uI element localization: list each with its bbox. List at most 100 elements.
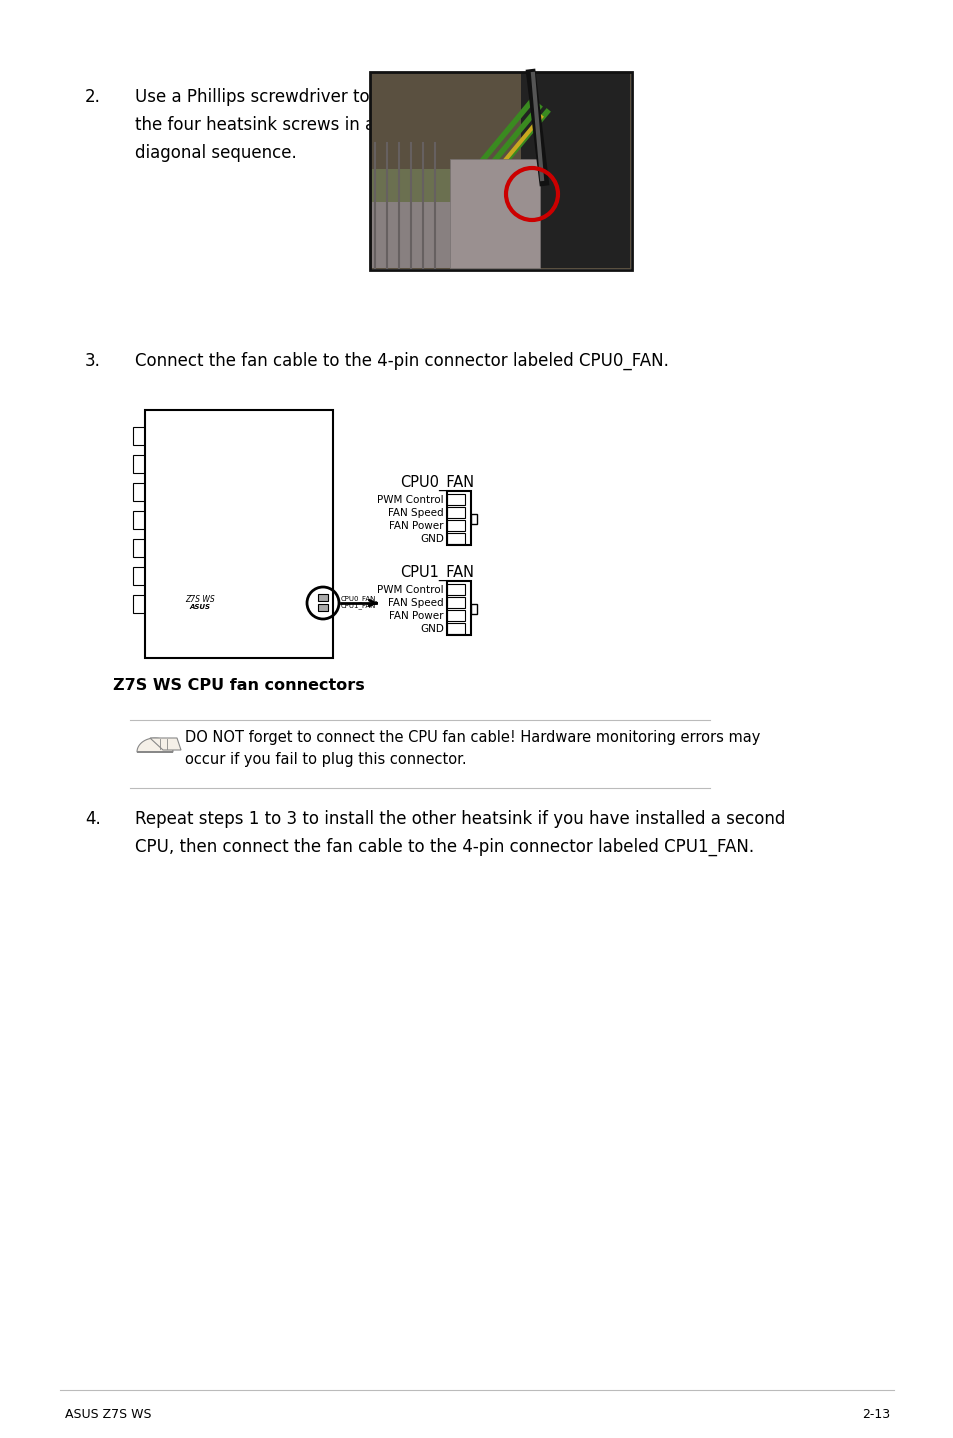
- Bar: [371, 73, 630, 269]
- Bar: [257, 538, 302, 582]
- Bar: [266, 446, 294, 475]
- Bar: [370, 72, 631, 270]
- Bar: [257, 439, 302, 482]
- Text: Use a Phillips screwdriver to tighten
the four heatsink screws in a
diagonal seq: Use a Phillips screwdriver to tighten th…: [135, 88, 434, 161]
- Bar: [447, 533, 464, 544]
- Bar: [180, 512, 225, 549]
- Text: Repeat steps 1 to 3 to install the other heatsink if you have installed a second: Repeat steps 1 to 3 to install the other…: [135, 810, 784, 856]
- Bar: [145, 410, 333, 659]
- Bar: [471, 604, 476, 614]
- Text: FAN Power: FAN Power: [389, 611, 443, 621]
- Bar: [317, 594, 328, 601]
- Bar: [132, 454, 145, 473]
- Text: CPU1_FAN: CPU1_FAN: [399, 565, 474, 581]
- Bar: [132, 510, 145, 529]
- Bar: [201, 651, 219, 659]
- Text: 4.: 4.: [85, 810, 101, 828]
- Bar: [132, 539, 145, 557]
- Text: Z7S WS: Z7S WS: [185, 595, 214, 604]
- Bar: [296, 651, 314, 659]
- Text: CPU1_FAN: CPU1_FAN: [340, 603, 376, 608]
- Bar: [163, 597, 179, 605]
- Text: FAN Speed: FAN Speed: [388, 598, 443, 608]
- Text: GND: GND: [419, 624, 443, 634]
- Text: 3.: 3.: [85, 352, 101, 370]
- Bar: [167, 452, 196, 470]
- Bar: [447, 581, 471, 636]
- Bar: [160, 610, 250, 615]
- Bar: [520, 72, 629, 267]
- Bar: [372, 201, 493, 267]
- Bar: [310, 582, 314, 588]
- Bar: [177, 651, 194, 659]
- Text: PWM Control: PWM Control: [377, 495, 443, 505]
- Bar: [372, 170, 517, 267]
- Bar: [174, 410, 214, 418]
- Text: FAN Speed: FAN Speed: [388, 508, 443, 518]
- Bar: [132, 595, 145, 613]
- Bar: [310, 457, 314, 463]
- Text: ASUS: ASUS: [190, 604, 211, 610]
- Bar: [244, 582, 249, 588]
- Bar: [450, 160, 539, 267]
- Bar: [260, 603, 294, 630]
- Bar: [163, 613, 179, 620]
- Bar: [240, 436, 248, 441]
- Bar: [312, 578, 319, 585]
- Text: 2.: 2.: [85, 88, 101, 106]
- Text: GND: GND: [419, 533, 443, 544]
- Bar: [160, 638, 230, 646]
- Bar: [244, 457, 249, 463]
- Text: 2-13: 2-13: [861, 1408, 889, 1421]
- Bar: [447, 610, 464, 621]
- Bar: [317, 604, 328, 611]
- Bar: [240, 578, 248, 585]
- Bar: [447, 490, 471, 545]
- Bar: [152, 651, 171, 659]
- Bar: [312, 535, 319, 542]
- Text: DO NOT forget to connect the CPU fan cable! Hardware monitoring errors may
occur: DO NOT forget to connect the CPU fan cab…: [185, 731, 760, 768]
- Bar: [167, 427, 196, 444]
- Bar: [167, 477, 196, 495]
- Bar: [132, 427, 145, 444]
- Bar: [244, 483, 249, 487]
- Text: CPU0_FAN: CPU0_FAN: [399, 475, 474, 492]
- Bar: [447, 508, 464, 518]
- Text: Connect the fan cable to the 4-pin connector labeled CPU0_FAN.: Connect the fan cable to the 4-pin conne…: [135, 352, 668, 370]
- Bar: [250, 430, 310, 490]
- Bar: [132, 483, 145, 500]
- Bar: [249, 651, 267, 659]
- Bar: [240, 535, 248, 542]
- Text: PWM Control: PWM Control: [377, 585, 443, 595]
- Bar: [471, 513, 476, 523]
- Polygon shape: [137, 738, 172, 752]
- Bar: [312, 436, 319, 441]
- Text: CPU0_FAN: CPU0_FAN: [340, 595, 376, 601]
- Bar: [250, 531, 310, 590]
- Bar: [160, 628, 250, 636]
- Bar: [273, 651, 291, 659]
- Bar: [240, 477, 248, 485]
- Bar: [267, 410, 285, 418]
- Bar: [447, 584, 464, 595]
- Bar: [244, 558, 249, 564]
- Bar: [160, 649, 250, 654]
- Text: FAN Power: FAN Power: [389, 521, 443, 531]
- Bar: [167, 502, 196, 521]
- Bar: [160, 618, 230, 626]
- Bar: [132, 567, 145, 585]
- Text: ASUS Z7S WS: ASUS Z7S WS: [65, 1408, 152, 1421]
- Bar: [447, 623, 464, 634]
- Bar: [225, 651, 243, 659]
- Bar: [310, 483, 314, 487]
- Bar: [310, 558, 314, 564]
- Polygon shape: [150, 738, 181, 751]
- Bar: [447, 495, 464, 505]
- Bar: [245, 410, 263, 418]
- Text: Z7S WS CPU fan connectors: Z7S WS CPU fan connectors: [113, 677, 364, 693]
- Bar: [447, 521, 464, 531]
- Bar: [312, 477, 319, 485]
- Circle shape: [287, 638, 307, 659]
- Bar: [447, 597, 464, 608]
- Bar: [266, 546, 294, 574]
